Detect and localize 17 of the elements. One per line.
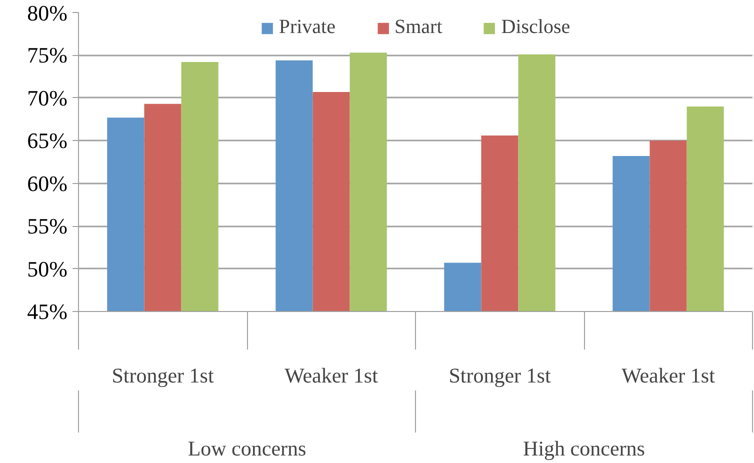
y-tick-label: 80% [27,0,68,26]
x-tick-label: Stronger 1st [448,364,551,388]
legend-label: Smart [394,16,442,39]
y-tick-label: 55% [27,214,68,239]
legend-label: Private [278,16,336,39]
text: Low concerns [188,436,306,460]
x-tick-label: Weaker 1st [284,364,378,388]
y-tick-label: 60% [27,170,68,196]
y-tick-label: 70% [27,85,68,110]
y-tick-label: 75% [27,42,68,68]
y-tick-label: 65% [27,128,68,154]
x-tick-label: Weaker 1st [622,364,716,388]
x-tick-label: Stronger 1st [112,364,214,388]
legend-label: Disclose [501,16,570,39]
text: High concerns [523,436,645,460]
y-tick-label: 45% [27,299,68,324]
y-tick-label: 50% [27,256,68,282]
